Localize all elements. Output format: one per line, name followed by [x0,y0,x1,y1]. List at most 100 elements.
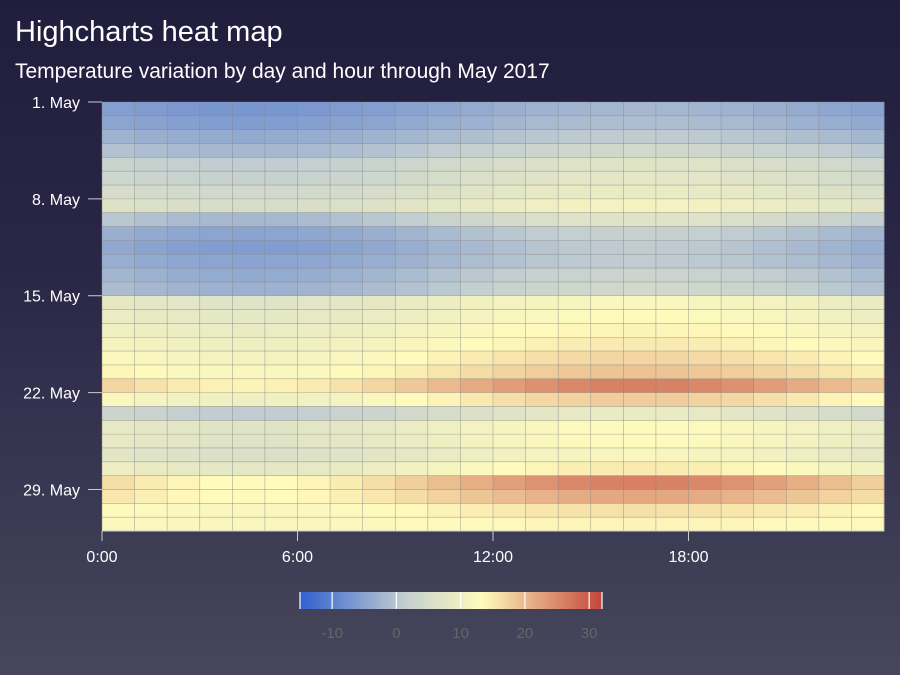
heatmap-cell [623,226,657,241]
heatmap-cell [818,420,852,435]
heatmap-cell [655,489,689,504]
heatmap-cell [688,115,722,131]
heatmap-cell [493,295,526,310]
heatmap-cell [590,268,624,283]
heatmap-cell [232,240,266,255]
heatmap-cell [786,323,820,338]
heatmap-cell [558,489,592,504]
heatmap-cell [199,406,233,421]
heatmap-cell [558,295,592,310]
heatmap-cell [427,309,461,324]
heatmap-cell [493,503,526,518]
heatmap-cell [460,198,494,214]
heatmap-cell [525,337,559,352]
heatmap-cell [688,489,722,504]
heatmap-cell [623,364,657,380]
heatmap-cell [590,434,624,449]
heatmap-cell [558,378,592,394]
heatmap-cell [395,364,429,380]
heatmap-cell [264,171,298,186]
heatmap-cell [297,295,331,310]
heatmap-cell [395,240,429,255]
heatmap-cell [818,447,852,463]
heatmap-cell [199,143,233,158]
heatmap-cell [558,281,592,297]
heatmap-cell [721,378,755,394]
heatmap-cell [818,240,852,255]
heatmap-cell [655,461,689,477]
heatmap-cell [558,185,592,200]
heatmap-cell [427,378,461,394]
heatmap-cell [427,434,461,449]
heatmap-cell [395,378,429,394]
heatmap-cell [786,268,820,283]
heatmap-cell [753,309,787,324]
heatmap-cell [753,185,787,200]
heatmap-cell [134,309,168,324]
heatmap-cell [362,212,396,227]
heatmap-cell [362,461,396,477]
heatmap-cell [786,129,820,144]
heatmap-cell [134,378,168,394]
heatmap-cell [167,489,201,504]
heatmap-cell [721,420,755,435]
heatmap-cell [721,517,755,532]
heatmap-cell [232,171,266,186]
heatmap-cell [786,281,820,297]
heatmap-grid [101,101,885,532]
heatmap-cell [427,475,461,490]
heatmap-cell [753,323,787,338]
heatmap-cell [330,392,364,407]
heatmap-cell [851,351,885,366]
heatmap-cell [134,420,168,435]
heatmap-cell [786,489,820,504]
heatmap-cell [753,517,787,532]
heatmap-cell [330,378,364,394]
heatmap-cell [818,102,852,117]
heatmap-cell [525,392,559,407]
heatmap-cell [753,461,787,477]
heatmap-cell [688,240,722,255]
heatmap-cell [167,129,201,144]
heatmap-cell [460,171,494,186]
heatmap-cell [167,281,201,297]
heatmap-cell [558,420,592,435]
heatmap-cell [427,295,461,310]
heatmap-cell [493,309,526,324]
heatmap-cell [721,447,755,463]
heatmap-cell [330,309,364,324]
heatmap-cell [590,406,624,421]
heatmap-cell [493,226,526,241]
heatmap-cell [655,378,689,394]
heatmap-cell [330,281,364,297]
heatmap-cell [330,129,364,144]
heatmap-cell [721,364,755,380]
heatmap-cell [851,503,885,518]
heatmap-cell [395,129,429,144]
heatmap-cell [199,351,233,366]
heatmap-cell [558,143,592,158]
heatmap-cell [558,447,592,463]
heatmap-cell [102,337,135,352]
heatmap-cell [558,129,592,144]
heatmap-cell [232,268,266,283]
heatmap-cell [362,420,396,435]
heatmap-cell [655,143,689,158]
heatmap-cell [460,378,494,394]
heatmap-cell [753,129,787,144]
heatmap-cell [721,157,755,172]
heatmap-cell [395,475,429,490]
heatmap-cell [264,185,298,200]
heatmap-cell [232,351,266,366]
heatmap-cell [232,198,266,214]
heatmap-cell [818,378,852,394]
heatmap-cell [102,489,135,504]
heatmap-cell [818,489,852,504]
heatmap-cell [232,503,266,518]
heatmap-cell [851,461,885,477]
heatmap-cell [330,434,364,449]
heatmap-cell [460,102,494,117]
heatmap-cell [460,364,494,380]
heatmap-cell [590,198,624,214]
